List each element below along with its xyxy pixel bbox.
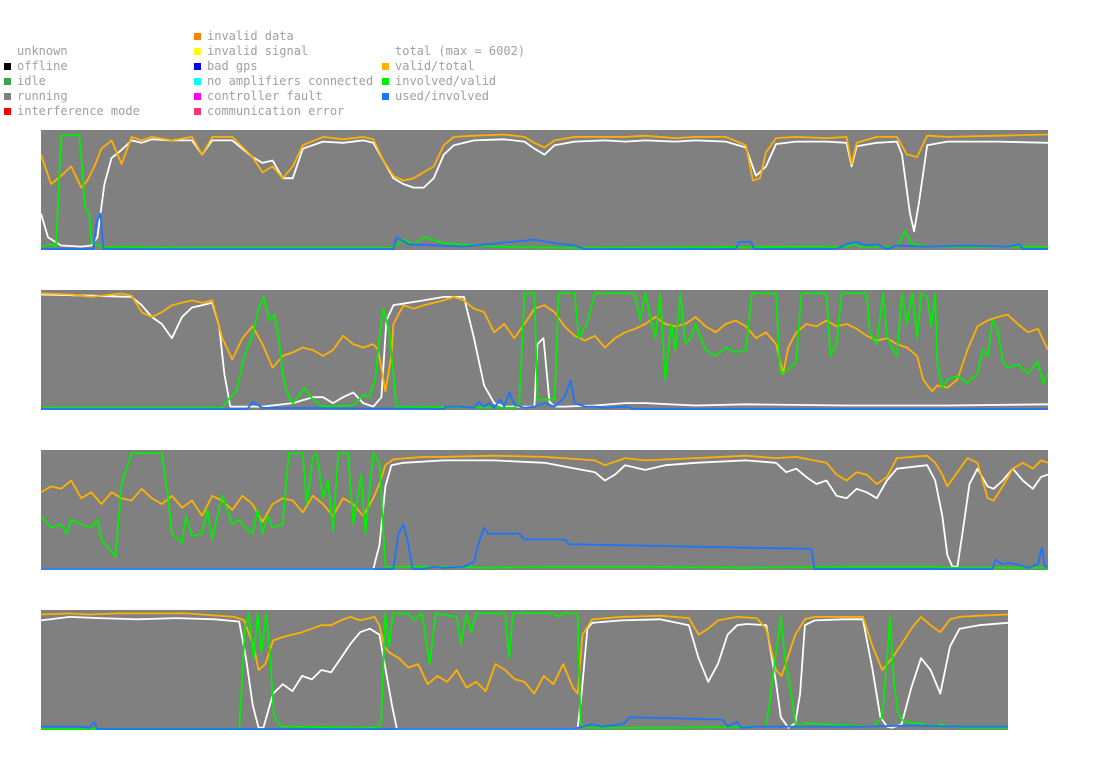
series-line-used-involved: [41, 379, 1048, 410]
status-band-running: [41, 450, 1048, 570]
legend-label: involved/valid: [395, 74, 497, 88]
strip-chart-1: [41, 130, 1048, 250]
series-line-used-involved: [41, 523, 1048, 570]
legend-label: invalid signal: [207, 44, 309, 58]
legend-item-no-amplifiers: no amplifiers connected: [194, 74, 374, 89]
involved-valid-swatch-icon: [382, 78, 389, 85]
legend-item-interference-mode: interference mode: [4, 104, 140, 119]
legend-item-valid-total: valid/total: [382, 59, 475, 74]
legend-label: running: [17, 89, 68, 103]
strip-chart-1-plot: [41, 130, 1048, 250]
legend-label: valid/total: [395, 59, 475, 73]
strip-chart-2: [41, 290, 1048, 410]
series-line-valid-total: [41, 292, 1048, 393]
series-line-involved-valid: [41, 292, 1048, 409]
strip-chart-3: [41, 450, 1048, 570]
interference-mode-swatch-icon: [4, 108, 11, 115]
legend-item-communication-error: communication error: [194, 104, 345, 119]
legend-item-invalid-signal: invalid signal: [194, 44, 309, 59]
legend-label: invalid data: [207, 29, 294, 43]
series-line-total: [41, 293, 1048, 408]
legend-item-involved-valid: involved/valid: [382, 74, 497, 89]
legend-item-offline: offline: [4, 59, 68, 74]
series-line-total: [41, 616, 1008, 730]
series-line-total: [41, 138, 1048, 248]
series-line-used-involved: [41, 212, 1048, 250]
series-line-valid-total: [41, 454, 1048, 523]
legend-label: offline: [17, 59, 68, 73]
communication-error-swatch-icon: [194, 108, 201, 115]
invalid-data-swatch-icon: [194, 33, 201, 40]
legend-item-total: total (max = 6002): [395, 44, 525, 59]
strip-chart-3-plot: [41, 450, 1048, 570]
legend-label: idle: [17, 74, 46, 88]
no-amplifiers-swatch-icon: [194, 78, 201, 85]
legend-label: no amplifiers connected: [207, 74, 374, 88]
legend-label: used/involved: [395, 89, 489, 103]
bad-gps-swatch-icon: [194, 63, 201, 70]
used-involved-swatch-icon: [382, 93, 389, 100]
legend-label: unknown: [17, 44, 68, 58]
valid-total-swatch-icon: [382, 63, 389, 70]
legend-label: controller fault: [207, 89, 323, 103]
series-line-involved-valid: [41, 452, 1048, 569]
offline-swatch-icon: [4, 63, 11, 70]
legend-label: bad gps: [207, 59, 258, 73]
legend-item-idle: idle: [4, 74, 46, 89]
series-line-valid-total: [41, 612, 1008, 695]
series-line-valid-total: [41, 133, 1048, 189]
legend-label: total (max = 6002): [395, 44, 526, 58]
strip-chart-4: [41, 610, 1008, 730]
status-band-running: [41, 610, 1008, 730]
legend-item-unknown: unknown: [17, 44, 68, 59]
strip-chart-2-plot: [41, 290, 1048, 410]
running-swatch-icon: [4, 93, 11, 100]
status-band-running: [41, 130, 1048, 250]
series-line-involved-valid: [41, 612, 1008, 730]
invalid-signal-swatch-icon: [194, 48, 201, 55]
legend-item-used-involved: used/involved: [382, 89, 489, 104]
strip-chart-4-plot: [41, 610, 1008, 730]
series-line-used-involved: [41, 716, 1008, 730]
legend-item-invalid-data: invalid data: [194, 29, 294, 44]
legend-item-running: running: [4, 89, 68, 104]
idle-swatch-icon: [4, 78, 11, 85]
legend-item-controller-fault: controller fault: [194, 89, 323, 104]
controller-fault-swatch-icon: [194, 93, 201, 100]
legend-label: communication error: [207, 104, 345, 118]
legend-label: interference mode: [17, 104, 140, 118]
legend-item-bad-gps: bad gps: [194, 59, 258, 74]
